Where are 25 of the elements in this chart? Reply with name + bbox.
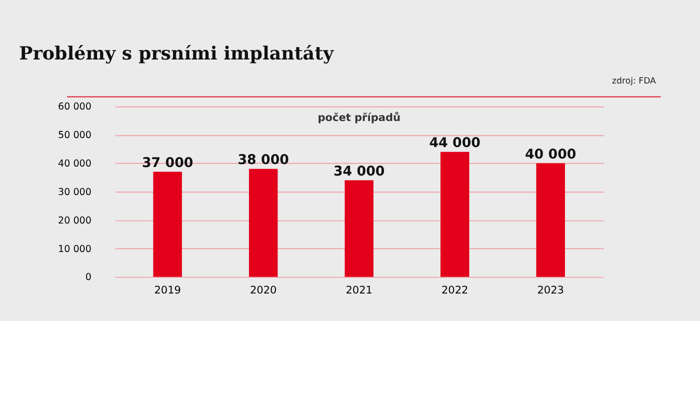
data-label: 37 000 <box>142 156 194 171</box>
bar <box>344 180 374 277</box>
chart-title: Problémy s prsními implantáty <box>19 43 334 64</box>
bar <box>440 152 470 277</box>
y-tick-label: 0 <box>85 272 92 284</box>
text: zdroj: FDA <box>612 76 656 86</box>
data-label: 38 000 <box>238 153 289 168</box>
y-tick-label: 10 000 <box>58 244 92 255</box>
bar <box>153 172 182 277</box>
x-tick-label: 2021 <box>346 284 372 297</box>
x-tick-label: 2019 <box>154 284 181 297</box>
x-tick-label: 2023 <box>537 284 564 297</box>
data-label: 44 000 <box>429 136 480 152</box>
data-label: 40 000 <box>524 147 576 162</box>
bar <box>536 163 565 277</box>
x-tick-label: 2022 <box>441 284 468 297</box>
y-tick-label: 60 000 <box>58 102 92 113</box>
y-tick-label: 40 000 <box>58 158 92 170</box>
x-tick-label: 2020 <box>250 284 277 297</box>
annotation: počet případů <box>318 110 400 124</box>
bar <box>248 168 278 277</box>
y-tick-label: 20 000 <box>58 215 92 226</box>
y-tick-label: 50 000 <box>58 130 92 142</box>
y-tick-label: 30 000 <box>58 186 92 198</box>
data-label: 34 000 <box>333 164 385 180</box>
